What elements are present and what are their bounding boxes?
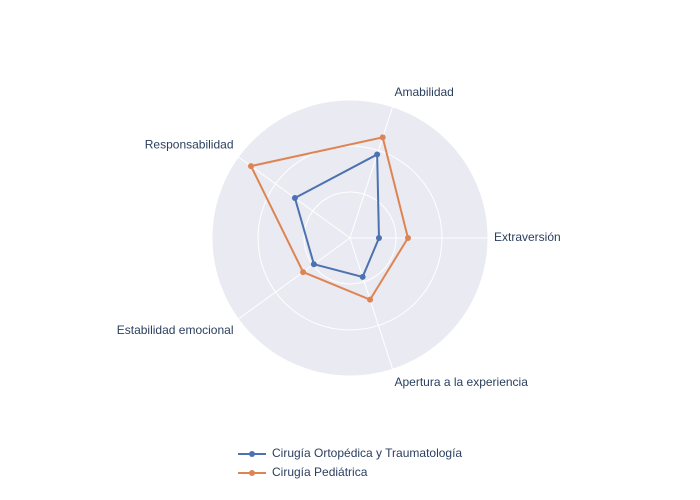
- angular-label: Estabilidad emocional: [117, 323, 234, 337]
- marker: [374, 151, 381, 158]
- legend-label: Cirugía Pediátrica: [272, 465, 368, 479]
- marker: [367, 296, 374, 303]
- marker: [404, 235, 411, 241]
- marker: [291, 194, 298, 201]
- angular-label: Extraversión: [494, 230, 561, 244]
- angular-grid-line: [238, 237, 351, 320]
- angular-label: Apertura a la experiencia: [394, 375, 528, 389]
- legend-marker: [249, 451, 255, 457]
- series-line: [249, 136, 410, 301]
- legend-marker: [249, 470, 255, 476]
- angular-label: Responsabilidad: [145, 138, 234, 152]
- legend-label: Cirugía Ortopédica y Traumatología: [272, 446, 462, 460]
- marker: [375, 235, 382, 241]
- marker: [300, 269, 307, 276]
- marker: [359, 273, 366, 280]
- marker: [248, 163, 255, 170]
- angular-grid-line: [349, 106, 394, 239]
- angular-grid-line: [349, 237, 394, 370]
- series-line: [293, 152, 380, 279]
- angular-label: Amabilidad: [394, 85, 453, 99]
- marker: [379, 134, 386, 141]
- marker: [310, 261, 317, 268]
